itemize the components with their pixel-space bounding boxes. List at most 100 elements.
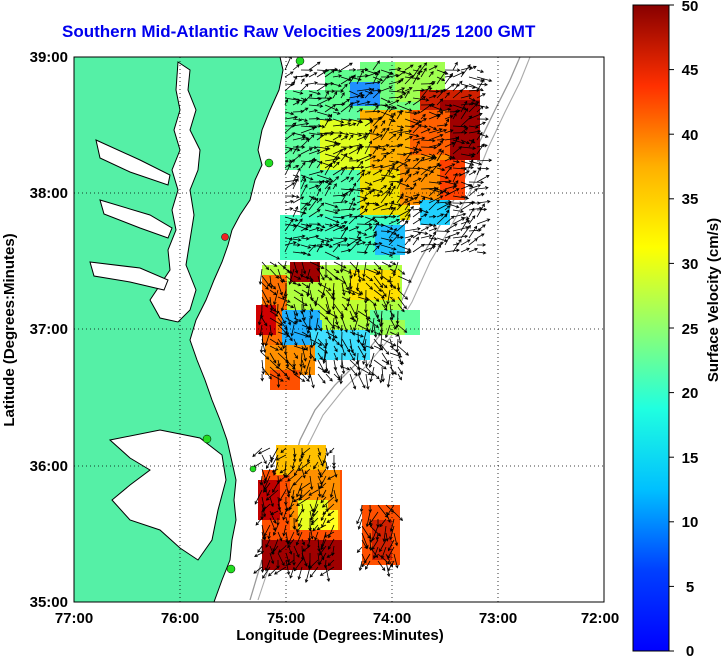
velocity-arrow: [348, 132, 363, 137]
velocity-arrow: [339, 373, 343, 385]
velocity-arrow: [285, 503, 295, 512]
velocity-arrow: [372, 245, 380, 253]
velocity-arrow: [333, 489, 339, 503]
velocity-arrow: [396, 152, 407, 157]
velocity-arrow: [320, 538, 327, 551]
velocity-arrow: [300, 244, 312, 249]
velocity-arrow: [436, 110, 444, 120]
velocity-arrow: [428, 89, 440, 94]
velocity-arrow: [396, 132, 403, 141]
velocity-arrow: [340, 92, 345, 99]
velocity-arrow: [349, 345, 356, 357]
velocity-arrow: [312, 331, 319, 347]
velocity-arrow: [356, 546, 363, 553]
velocity-arrow: [381, 261, 392, 268]
velocity-arrow: [364, 359, 369, 368]
velocity-arrow: [373, 345, 384, 351]
velocity-arrow: [404, 173, 412, 183]
velocity-arrow: [327, 510, 335, 517]
velocity-arrow: [308, 244, 324, 249]
velocity-arrow: [292, 234, 306, 239]
velocity-arrow: [285, 559, 291, 576]
velocity-arrow: [381, 303, 388, 311]
velocity-arrow: [380, 162, 397, 169]
velocity-arrow: [341, 359, 346, 375]
x-axis-label: Longitude (Degrees:Minutes): [236, 627, 444, 644]
velocity-arrow: [314, 296, 319, 307]
velocity-arrow: [293, 524, 300, 537]
colorbar-tick-label: 50: [682, 0, 699, 15]
velocity-arrow: [333, 373, 342, 381]
velocity-arrow: [476, 105, 484, 113]
velocity-arrow: [444, 163, 456, 169]
velocity-arrow: [412, 96, 426, 106]
velocity-arrow: [420, 103, 436, 107]
velocity-arrow: [269, 510, 277, 524]
velocity-arrow: [340, 83, 348, 92]
y-tick-label: 39:00: [30, 49, 68, 66]
velocity-arrow: [393, 553, 399, 569]
velocity-arrow: [452, 89, 464, 99]
velocity-arrow: [348, 226, 360, 232]
velocity-arrow: [312, 524, 319, 532]
velocity-arrow: [412, 171, 420, 176]
velocity-arrow: [292, 366, 296, 375]
velocity-arrow: [388, 251, 396, 255]
velocity-arrow: [327, 524, 335, 539]
velocity-arrow: [293, 289, 304, 297]
velocity-arrow: [365, 275, 374, 282]
velocity-arrow: [412, 207, 423, 212]
velocity-arrow: [316, 202, 325, 211]
velocity-arrow: [404, 135, 413, 141]
velocity-arrow: [263, 482, 271, 493]
station-marker: [264, 158, 274, 168]
velocity-arrow: [468, 97, 476, 102]
velocity-arrow: [365, 511, 371, 528]
velocity-arrow: [277, 503, 283, 516]
velocity-arrow: [404, 213, 411, 225]
velocity-arrow: [265, 559, 271, 572]
velocity-arrow: [372, 90, 382, 99]
velocity-arrow: [372, 146, 387, 151]
velocity-arrow: [428, 133, 444, 141]
velocity-arrow: [333, 268, 340, 274]
velocity-arrow: [380, 187, 392, 197]
velocity-arrow: [388, 99, 400, 106]
velocity-arrow: [277, 359, 281, 367]
velocity-arrow: [321, 496, 335, 508]
velocity-arrow: [263, 524, 271, 537]
velocity-arrow: [476, 117, 489, 121]
velocity-arrow: [396, 70, 406, 78]
velocity-arrow: [420, 173, 428, 183]
velocity-arrow: [320, 282, 327, 299]
velocity-arrow: [397, 289, 409, 300]
velocity-arrow: [348, 134, 354, 141]
velocity-arrow: [304, 468, 311, 475]
velocity-arrow: [341, 303, 348, 311]
velocity-arrow: [324, 209, 339, 215]
velocity-arrow: [377, 560, 386, 572]
velocity-arrow: [359, 504, 364, 513]
velocity-arrow: [308, 345, 313, 360]
velocity-arrow: [357, 268, 362, 283]
velocity-arrow: [284, 98, 289, 106]
velocity-arrow: [341, 282, 346, 297]
velocity-arrow: [476, 243, 487, 247]
velocity-arrow: [349, 352, 355, 362]
velocity-arrow: [348, 90, 365, 99]
velocity-arrow: [261, 359, 266, 375]
velocity-arrow: [301, 338, 308, 351]
velocity-arrow: [295, 510, 303, 523]
velocity-arrow: [282, 510, 287, 521]
velocity-arrow: [389, 268, 397, 273]
velocity-arrow: [295, 531, 303, 546]
velocity-arrow: [308, 195, 314, 204]
velocity-arrow: [314, 317, 319, 332]
velocity-arrow: [379, 539, 387, 553]
velocity-arrow: [297, 566, 303, 580]
velocity-arrow: [412, 146, 423, 152]
velocity-arrow: [369, 518, 373, 528]
velocity-arrow: [316, 524, 327, 531]
velocity-arrow: [276, 373, 281, 388]
velocity-arrow: [396, 177, 403, 190]
